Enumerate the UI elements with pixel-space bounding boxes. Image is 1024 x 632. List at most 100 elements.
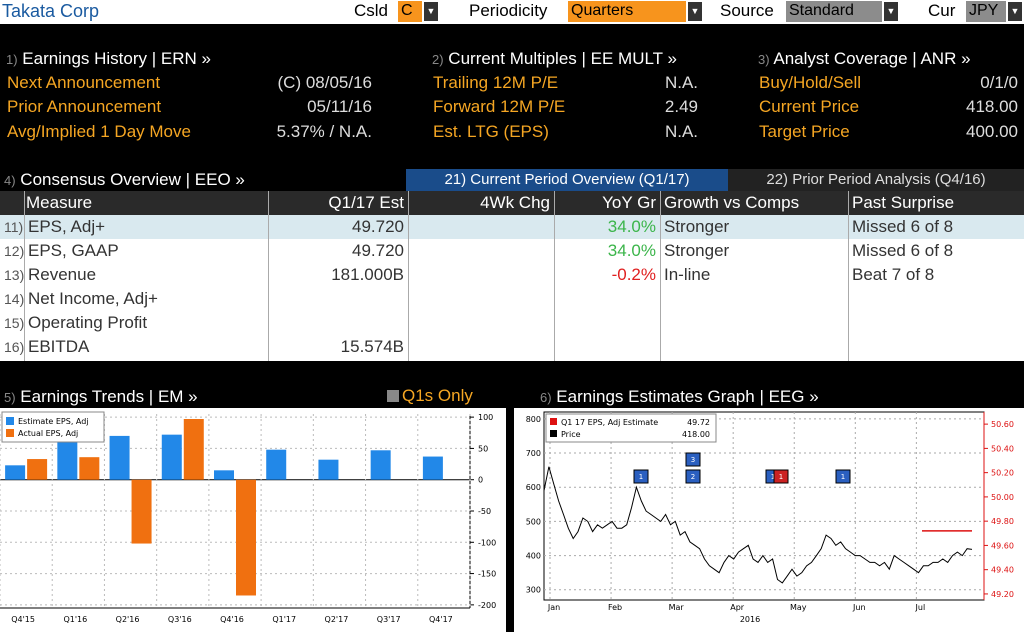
cell-yoy: 34.0% (607, 241, 656, 260)
cell-surprise (848, 335, 1024, 359)
legend-value: 49.72 (687, 418, 710, 427)
currency-dropdown-icon[interactable]: ▼ (1008, 2, 1022, 21)
event-marker (633, 469, 649, 484)
cell-chg (408, 311, 554, 335)
cell-growth (660, 287, 848, 311)
cell-idx: 16) (4, 339, 25, 355)
bar (79, 457, 100, 480)
col-header-growth[interactable]: Growth vs Comps (660, 191, 848, 215)
event-marker-label: 1 (841, 473, 845, 481)
cell-est: 181.000B (331, 265, 404, 284)
y2-tick-label: 49.20 (991, 590, 1014, 599)
y2-tick-label: 50.60 (991, 420, 1014, 429)
bar (161, 434, 182, 480)
cell-surprise (848, 311, 1024, 335)
trailing-pe-label: Trailing 12M P/E (433, 73, 559, 92)
x-tick-label: Q3'16 (168, 615, 192, 624)
cell-est (268, 287, 408, 311)
cell-chg (408, 287, 554, 311)
trailing-pe-value: N.A. (664, 73, 698, 92)
col-header-est[interactable]: Q1/17 Est (268, 191, 408, 215)
source-dropdown-icon[interactable]: ▼ (884, 2, 898, 21)
next-announcement-label: Next Announcement (7, 73, 161, 92)
cell-measure: Operating Profit (28, 313, 148, 332)
y2-tick-label: 49.60 (991, 541, 1014, 550)
bar (318, 459, 339, 480)
periodicity-dropdown-icon[interactable]: ▼ (688, 2, 702, 21)
bar (183, 419, 204, 480)
cell-growth: In-line (664, 265, 711, 284)
periodicity-select[interactable]: Quarters (568, 1, 686, 22)
col-header-measure[interactable]: Measure (0, 191, 268, 215)
x-tick-label: Apr (730, 603, 745, 612)
legend-swatch (6, 429, 14, 437)
y-tick-label: 300 (526, 586, 541, 595)
target-price-value: 400.00 (966, 122, 1018, 141)
csld-dropdown-icon[interactable]: ▼ (424, 2, 438, 21)
cell-measure: EPS, Adj+ (28, 217, 106, 236)
cell-surprise (848, 287, 1024, 311)
q1s-only-checkbox[interactable] (387, 390, 399, 402)
analyst-coverage-title[interactable]: 3) Analyst Coverage | ANR » (758, 49, 971, 68)
source-label: Source (720, 1, 774, 20)
y2-tick-label: 49.40 (991, 566, 1014, 575)
tab-current-period[interactable]: 21) Current Period Overview (Q1/17) (406, 169, 728, 191)
y-tick-label: -50 (478, 507, 491, 516)
x-tick-label: May (790, 603, 807, 612)
event-marker-label: 1 (639, 473, 643, 481)
estimates-graph-panel: 800 700 600 500 400 300 50.60 50.40 50.20 50.00 49… (514, 408, 1024, 632)
cell-measure: EPS, GAAP (28, 241, 119, 260)
x-tick-label: Jul (915, 603, 926, 612)
price-line (543, 466, 973, 584)
buy-hold-sell-label: Buy/Hold/Sell (759, 73, 862, 92)
y-tick-label: -200 (478, 601, 496, 610)
table-row[interactable]: 15) Operating Profit (0, 311, 1024, 335)
cell-est: 15.574B (340, 337, 404, 356)
col-header-4wk[interactable]: 4Wk Chg (408, 191, 554, 215)
periodicity-label: Periodicity (469, 1, 548, 20)
current-price-label: Current Price (759, 97, 860, 116)
table-row[interactable]: 14) Net Income, Adj+ (0, 287, 1024, 311)
table-row[interactable]: 12) EPS, GAAP 49.720 34.0% Stronger Missed 6 … (0, 239, 1024, 263)
bar (5, 465, 26, 480)
bar (422, 456, 443, 480)
cell-idx: 14) (4, 291, 25, 307)
estimates-graph-title[interactable]: 6) Earnings Estimates Graph | EEG » (540, 387, 819, 406)
x-tick-label: Q3'17 (377, 615, 401, 624)
cell-idx: 15) (4, 315, 25, 331)
consensus-table: Measure Q1/17 Est 4Wk Chg YoY Gr Growth … (0, 191, 1024, 361)
earnings-history-title[interactable]: 1) Earnings History | ERN » (6, 49, 211, 68)
bar (214, 470, 234, 480)
table-row[interactable]: 11) EPS, Adj+ 49.720 34.0% Stronger Missed 6 … (0, 215, 1024, 239)
x-tick-label: Jan (547, 603, 560, 612)
estimates-graph-chart: 800 700 600 500 400 300 50.60 50.40 50.20 50.00 49… (526, 411, 1014, 624)
earnings-trends-title[interactable]: 5) Earnings Trends | EM » (4, 387, 198, 406)
current-multiples-title[interactable]: 2) Current Multiples | EE MULT » (432, 49, 677, 68)
col-header-surprise[interactable]: Past Surprise (848, 191, 1024, 215)
event-marker (685, 452, 701, 467)
csld-select[interactable]: C (398, 1, 422, 22)
cell-idx: 12) (4, 243, 25, 259)
y2-tick-label: 49.80 (991, 517, 1014, 526)
currency-select[interactable]: JPY (966, 1, 1006, 22)
cell-chg (408, 239, 554, 263)
forward-pe-value: 2.49 (664, 97, 698, 116)
cell-chg (408, 263, 554, 287)
tab-prior-period[interactable]: 22) Prior Period Analysis (Q4/16) (728, 169, 1024, 191)
cell-surprise: Beat 7 of 8 (852, 265, 935, 284)
y-tick-label: -100 (478, 538, 496, 547)
current-price-value: 418.00 (966, 97, 1018, 116)
x-tick-label: Mar (669, 603, 685, 612)
consensus-overview-title[interactable]: 4) Consensus Overview | EEO » (4, 170, 245, 189)
source-select[interactable]: Standard (786, 1, 882, 22)
legend-box (545, 413, 717, 443)
x-tick-label: Feb (608, 603, 622, 612)
q1s-only-label[interactable]: Q1s Only (402, 386, 473, 405)
event-marker (835, 469, 851, 484)
table-row[interactable]: 16) EBITDA 15.574B (0, 335, 1024, 359)
cell-growth (660, 311, 848, 335)
x-tick-label: Q4'16 (220, 615, 244, 624)
col-header-yoy[interactable]: YoY Gr (554, 191, 660, 215)
y2-tick-label: 50.40 (991, 444, 1014, 453)
table-row[interactable]: 13) Revenue 181.000B -0.2% In-line Beat 7 of … (0, 263, 1024, 287)
